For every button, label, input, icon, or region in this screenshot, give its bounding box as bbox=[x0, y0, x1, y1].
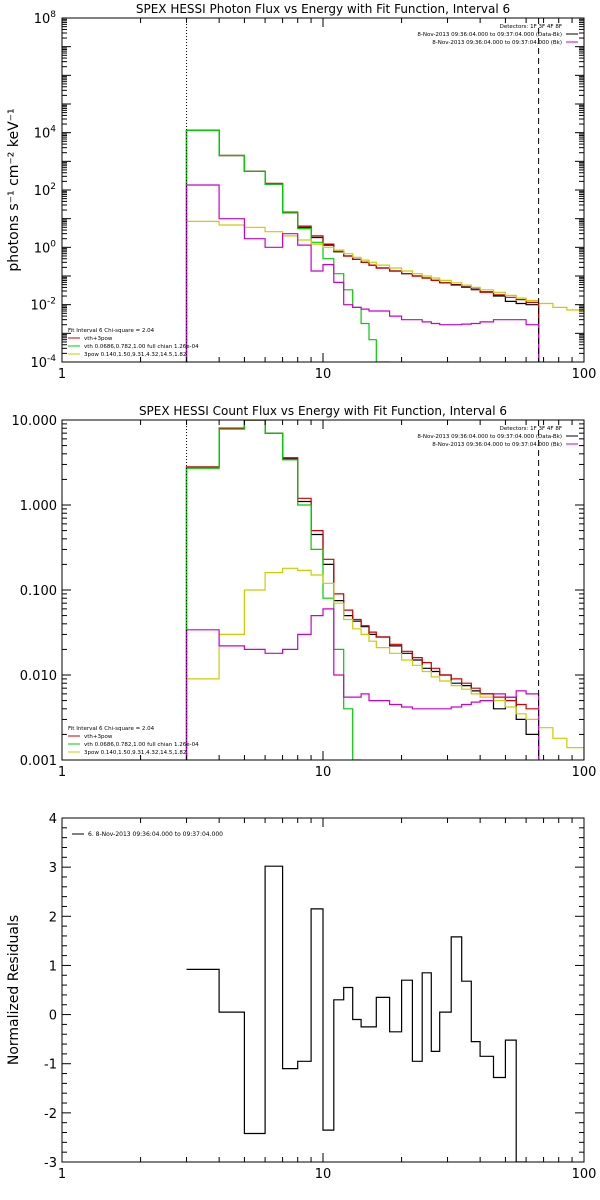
y-tick-exponent: -2 bbox=[47, 297, 56, 307]
series-line-4 bbox=[185, 184, 540, 362]
y-tick-exponent: -4 bbox=[47, 354, 56, 364]
photon-flux-ylabel: photons s⁻¹ cm⁻² keV⁻¹ bbox=[6, 108, 22, 271]
y-tick-base: 10 bbox=[34, 241, 51, 256]
y-tick-label: 0.010 bbox=[20, 669, 57, 684]
legend-entry: vth+3pow bbox=[84, 734, 113, 740]
series-line-2 bbox=[185, 129, 390, 362]
legend-entry: vth+3pow bbox=[84, 336, 113, 342]
x-tick-label: 1 bbox=[58, 765, 66, 780]
legend-entry: Fit Interval 6 Chi-square = 2.04 bbox=[68, 328, 155, 334]
legend-entry: Detectors: 1F 3F 4F 8F bbox=[500, 24, 562, 30]
legend-entry: 8-Nov-2013 09:36:04.000 to 09:37:04.000 … bbox=[417, 32, 562, 38]
y-tick-base: 10 bbox=[34, 127, 51, 142]
residuals-panel: Normalized Residuals 1 10 100 -3 -2 -1 0 1 2 3 4 6.… bbox=[6, 812, 596, 1182]
series-group bbox=[185, 129, 584, 362]
legend-entry: Detectors: 1F 3F 4F 8F bbox=[500, 426, 562, 432]
y-tick-label: 108 bbox=[34, 10, 57, 27]
y-tick-base: 10 bbox=[34, 184, 51, 199]
x-tick-label: 10 bbox=[315, 1167, 332, 1182]
series-line-1 bbox=[185, 420, 540, 760]
y-tick-label: 1 bbox=[49, 959, 57, 974]
y-tick-label: 0.100 bbox=[20, 584, 57, 599]
y-tick-label: 1.000 bbox=[20, 499, 57, 514]
x-tick-label: 100 bbox=[572, 367, 597, 382]
legend-entry: 8-Nov-2013 09:36:04.000 to 09:37:04.000 … bbox=[417, 434, 562, 440]
legend-entry: 3pow 0.140,1.50,9.31,4.32,14.5,1.82 bbox=[84, 352, 186, 358]
x-tick-label: 100 bbox=[572, 765, 597, 780]
legend-entry: 8-Nov-2013 09:36:04.000 to 09:37:04.000 … bbox=[432, 40, 562, 46]
x-tick-label: 1 bbox=[58, 367, 66, 382]
residuals-ylabel: Normalized Residuals bbox=[6, 915, 22, 1065]
series-line-0 bbox=[185, 129, 540, 362]
series-line-3 bbox=[185, 567, 584, 760]
y-tick-exponent: 8 bbox=[50, 10, 56, 20]
legend-entry: 6. 8-Nov-2013 09:36:04.000 to 09:37:04.0… bbox=[88, 831, 223, 838]
plot-frame bbox=[61, 17, 585, 363]
x-tick-label: 100 bbox=[572, 1167, 597, 1182]
y-tick-label: -2 bbox=[44, 1107, 57, 1122]
series-line-0 bbox=[186, 865, 527, 1162]
y-tick-label: 3 bbox=[49, 861, 57, 876]
series-group bbox=[185, 420, 584, 760]
y-tick-label: 10-4 bbox=[30, 354, 56, 371]
legend-entry: 3pow 0.140,1.50,9.31,4.32,14.5,1.82 bbox=[84, 750, 186, 756]
series-line-4 bbox=[185, 608, 540, 760]
y-tick-label: 2 bbox=[49, 910, 57, 925]
y-tick-label: 0 bbox=[49, 1009, 57, 1024]
count-flux-panel: SPEX HESSI Count Flux vs Energy with Fit… bbox=[12, 404, 597, 780]
y-tick-label: 100 bbox=[34, 239, 57, 256]
x-tick-label: 10 bbox=[315, 367, 332, 382]
legend-entry: 8-Nov-2013 09:36:04.000 to 09:37:04.000 … bbox=[432, 442, 562, 448]
y-tick-label: 4 bbox=[49, 812, 57, 827]
photon-flux-panel: SPEX HESSI Photon Flux vs Energy with Fi… bbox=[6, 2, 596, 382]
legend-entry: Fit Interval 6 Chi-square = 2.04 bbox=[68, 726, 155, 732]
y-tick-exponent: 0 bbox=[50, 239, 56, 249]
y-tick-base: 10 bbox=[30, 356, 47, 371]
x-tick-label: 1 bbox=[58, 1167, 66, 1182]
y-tick-label: 102 bbox=[34, 182, 56, 199]
x-tick-label: 10 bbox=[315, 765, 332, 780]
photon-flux-title: SPEX HESSI Photon Flux vs Energy with Fi… bbox=[136, 2, 510, 16]
legend-entry: vth 0.0686,0.782,1.00 full chian 1.26e-0… bbox=[84, 344, 199, 350]
y-tick-label: 10-2 bbox=[30, 297, 56, 314]
y-tick-base: 10 bbox=[30, 299, 47, 314]
count-flux-title: SPEX HESSI Count Flux vs Energy with Fit… bbox=[139, 404, 507, 418]
y-tick-base: 10 bbox=[34, 12, 51, 27]
series-group bbox=[186, 865, 527, 1162]
y-tick-label: -1 bbox=[44, 1058, 57, 1073]
y-tick-label: 104 bbox=[34, 125, 57, 142]
y-tick-label: 10.000 bbox=[12, 414, 58, 429]
series-line-0 bbox=[185, 420, 540, 760]
y-tick-exponent: 4 bbox=[50, 125, 56, 135]
legend-entry: vth 0.0686,0.782,1.00 full chian 1.26e-0… bbox=[84, 742, 199, 748]
y-tick-label: -3 bbox=[44, 1156, 57, 1171]
y-tick-label: 0.001 bbox=[20, 754, 57, 769]
y-tick-exponent: 2 bbox=[50, 182, 56, 192]
series-line-3 bbox=[185, 220, 584, 362]
series-line-2 bbox=[185, 420, 362, 760]
series-line-1 bbox=[185, 129, 540, 362]
